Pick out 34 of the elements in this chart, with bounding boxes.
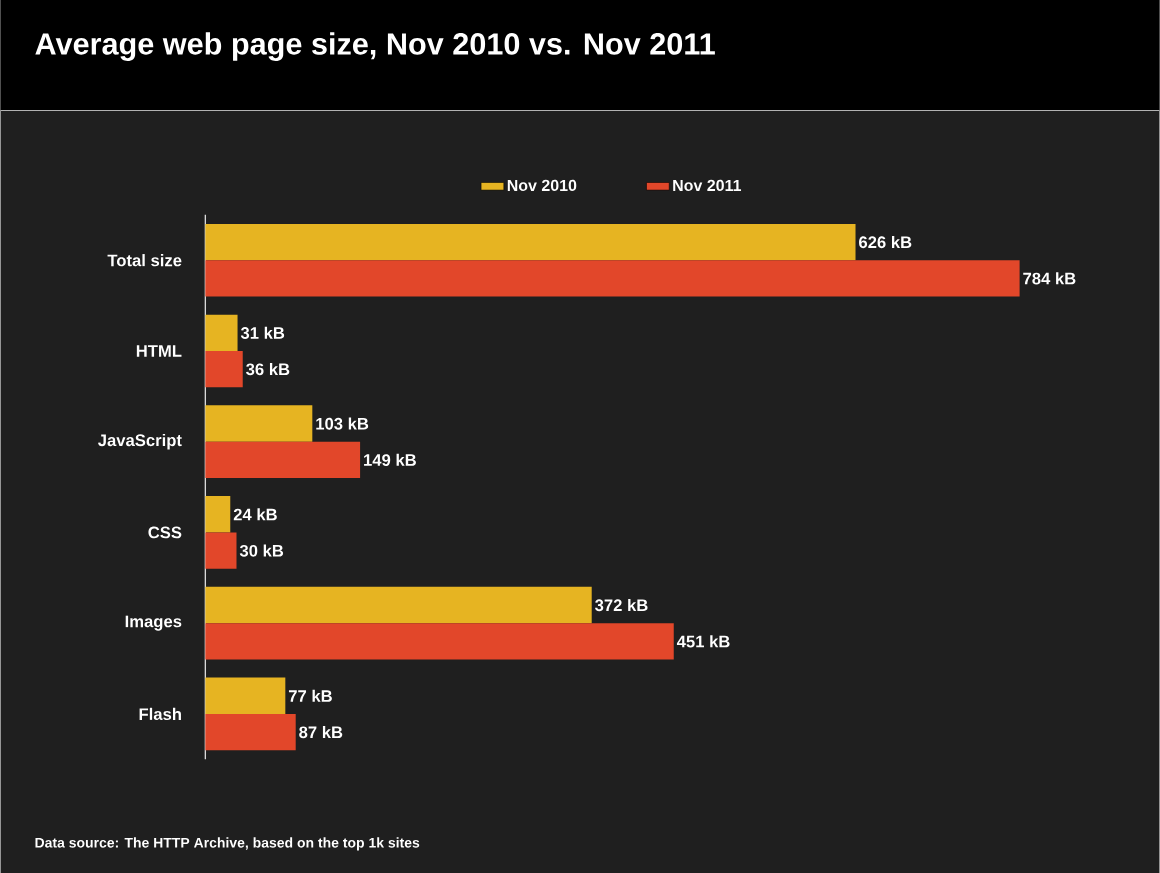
bar bbox=[205, 623, 674, 660]
bar bbox=[205, 496, 231, 533]
legend-label: Nov 2011 bbox=[673, 179, 742, 191]
bar bbox=[205, 260, 1020, 297]
data-label: 87 kB bbox=[299, 725, 343, 739]
data-label: 30 kB bbox=[239, 544, 284, 557]
data-label: 24 kB bbox=[233, 508, 277, 521]
legend-label: Nov 2010 bbox=[507, 179, 577, 191]
data-label: 626 kB bbox=[859, 235, 912, 249]
bar bbox=[205, 441, 361, 478]
chart-title: Average web page size, Nov 2010 vs. Nov 2011 bbox=[35, 32, 715, 61]
data-label: 31 kB bbox=[240, 326, 285, 339]
y-tick-label: JavaScript bbox=[98, 433, 182, 450]
data-label: 36 kB bbox=[246, 362, 290, 376]
data-label: 103 kB bbox=[316, 417, 369, 430]
data-label: 784 kB bbox=[1023, 272, 1076, 285]
data-label: 451 kB bbox=[676, 635, 730, 648]
bar bbox=[205, 350, 243, 388]
y-tick-label: CSS bbox=[148, 526, 182, 539]
bar bbox=[205, 713, 296, 751]
bar bbox=[205, 223, 856, 261]
bar bbox=[205, 405, 313, 442]
bar bbox=[205, 677, 286, 714]
y-tick-label: Flash bbox=[139, 707, 181, 720]
y-tick-label: Total size bbox=[107, 253, 182, 267]
data-label: 372 kB bbox=[595, 598, 648, 612]
bar bbox=[205, 586, 592, 624]
bar bbox=[205, 314, 238, 351]
y-tick-label: HTML bbox=[136, 345, 182, 357]
bar bbox=[205, 532, 237, 569]
data-label: 149 kB bbox=[364, 453, 416, 466]
data-label: 77 kB bbox=[288, 689, 332, 702]
y-tick-label: Images bbox=[125, 615, 182, 631]
source-note: Data source: The HTTP Archive, based on the top 1k sites bbox=[35, 837, 420, 851]
